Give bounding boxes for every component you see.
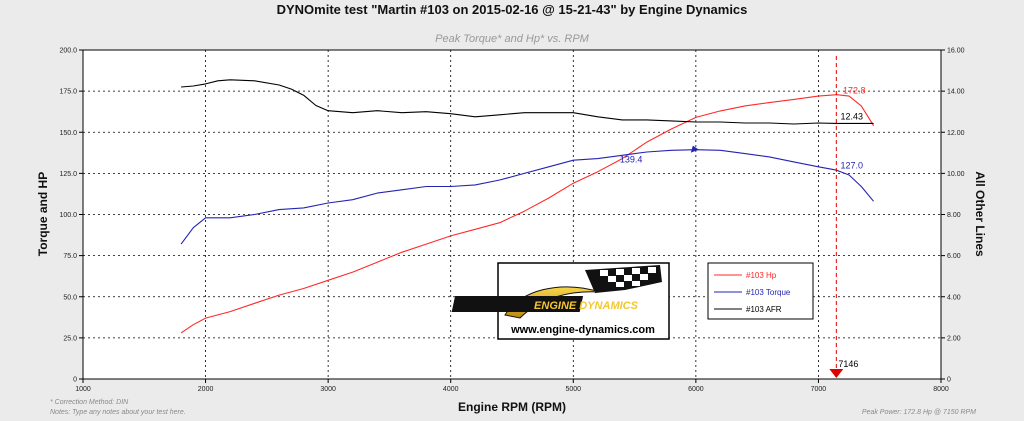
- y2-tick-label: 0: [947, 377, 951, 384]
- x-axis-label: Engine RPM (RPM): [458, 400, 566, 414]
- y2-axis-label: All Other Lines: [973, 171, 987, 257]
- logo-url-text: www.engine-dynamics.com: [510, 324, 655, 336]
- y2-tick-label: 2.00: [947, 335, 961, 342]
- chart-title: DYNOmite test "Martin #103 on 2015-02-16…: [277, 2, 748, 17]
- y-tick-label: 150.0: [59, 130, 77, 137]
- x-tick-label: 3000: [320, 386, 336, 393]
- y-tick-label: 125.0: [59, 171, 77, 178]
- x-tick-label: 6000: [688, 386, 704, 393]
- y2-tick-label: 10.00: [947, 171, 965, 178]
- data-label: 12.43: [840, 112, 863, 122]
- x-tick-label: 1000: [75, 386, 91, 393]
- x-tick-label: 4000: [443, 386, 459, 393]
- legend-item-afr: #103 AFR: [746, 305, 782, 314]
- x-tick-label: 7000: [811, 386, 827, 393]
- y-tick-label: 50.0: [63, 294, 77, 301]
- series-line-hp: [180, 94, 875, 334]
- chart-subtitle: Peak Torque* and Hp* vs. RPM: [435, 33, 590, 45]
- series-line-afr: [181, 79, 874, 125]
- x-tick-label: 5000: [565, 386, 581, 393]
- correction-note: * Correction Method: DIN: [50, 399, 129, 406]
- checkered-flag-icon: [585, 265, 662, 293]
- legend-item-hp: #103 Hp: [746, 271, 777, 280]
- peak-power-note: Peak Power: 172.8 Hp @ 7150 RPM: [862, 409, 976, 416]
- y2-tick-label: 14.00: [947, 89, 965, 96]
- data-label: 127.0: [840, 160, 863, 170]
- y-tick-label: 175.0: [59, 89, 77, 96]
- series-lines: [180, 79, 875, 334]
- y-axis-label: Torque and HP: [36, 172, 50, 256]
- y2-tick-label: 6.00: [947, 253, 961, 260]
- series-line-torque: [180, 149, 875, 245]
- notes-text: Notes: Type any notes about your test he…: [50, 409, 186, 416]
- y2-tick-label: 4.00: [947, 294, 961, 301]
- y2-tick-label: 8.00: [947, 212, 961, 219]
- x-tick-label: 2000: [198, 386, 214, 393]
- peak-rpm-triangle: [829, 369, 844, 378]
- legend: #103 Hp #103 Torque #103 AFR: [707, 262, 814, 320]
- axis-ticks: 1000 2000 3000 4000 5000 6000 7000 8000 0 0 25.0 2.…: [59, 48, 964, 394]
- y-tick-label: 100.0: [59, 212, 77, 219]
- x-tick-label: 8000: [933, 386, 949, 393]
- legend-item-torque: #103 Torque: [746, 288, 791, 297]
- peak-rpm-label: 7146: [838, 359, 858, 369]
- y-tick-label: 25.0: [63, 335, 77, 342]
- peak-marker: 7146: [829, 56, 858, 378]
- y-tick-label: 0: [73, 377, 77, 384]
- y2-tick-label: 12.00: [947, 130, 965, 137]
- data-label: 172.8: [843, 86, 866, 96]
- y2-tick-label: 16.00: [947, 48, 965, 55]
- data-labels: 172.8 139.4 12.43 127.0: [620, 86, 866, 171]
- logo-brand-text: ENGINE DYNAMICS: [534, 300, 639, 312]
- engine-dynamics-logo: ENGINE DYNAMICS www.engine-dynamics.com: [451, 262, 670, 340]
- y-tick-label: 75.0: [63, 253, 77, 260]
- torque-peak-marker: [690, 145, 699, 153]
- data-label: 139.4: [620, 155, 643, 165]
- y-tick-label: 200.0: [59, 48, 77, 55]
